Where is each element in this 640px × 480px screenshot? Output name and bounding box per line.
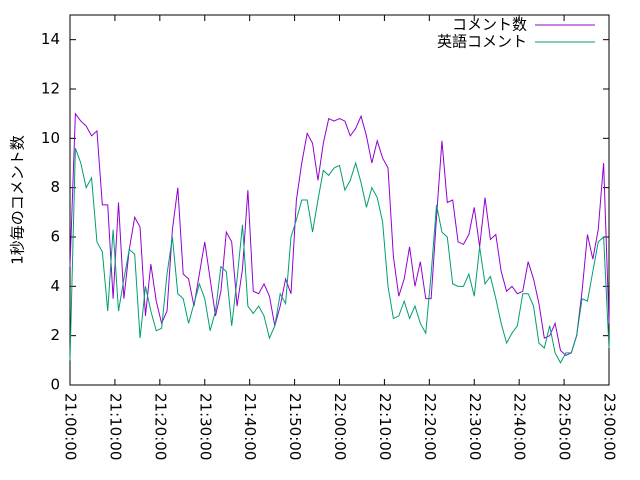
x-tick-label: 21:10:00	[106, 393, 124, 460]
x-tick-label: 21:30:00	[196, 393, 214, 460]
plot-border	[69, 14, 610, 386]
series-line	[69, 148, 610, 364]
series-line	[69, 112, 610, 356]
legend-label: コメント数	[452, 16, 527, 34]
y-tick-label: 4	[50, 277, 60, 295]
y-axis-label: 1秒毎のコメント数	[9, 135, 27, 265]
x-tick-label: 22:40:00	[511, 393, 529, 460]
x-tick-label: 22:00:00	[331, 393, 349, 460]
x-tick-label: 21:20:00	[151, 393, 169, 460]
y-tick-label: 6	[50, 228, 60, 246]
x-tick-label: 22:50:00	[556, 393, 574, 460]
x-tick-label: 21:00:00	[62, 393, 80, 460]
y-tick-label: 0	[50, 376, 60, 394]
y-tick-label: 12	[41, 80, 60, 98]
y-tick-label: 14	[41, 30, 60, 48]
x-tick-label: 21:50:00	[286, 393, 304, 460]
legend-label: 英語コメント	[437, 33, 527, 51]
x-tick-label: 22:10:00	[376, 393, 394, 460]
x-tick-label: 22:30:00	[466, 393, 484, 460]
x-tick-label: 23:00:00	[601, 393, 619, 460]
x-tick-label: 22:20:00	[421, 393, 439, 460]
y-tick-label: 2	[50, 326, 60, 344]
y-tick-label: 8	[50, 178, 60, 196]
x-tick-label: 21:40:00	[241, 393, 259, 460]
y-tick-label: 10	[41, 129, 60, 147]
